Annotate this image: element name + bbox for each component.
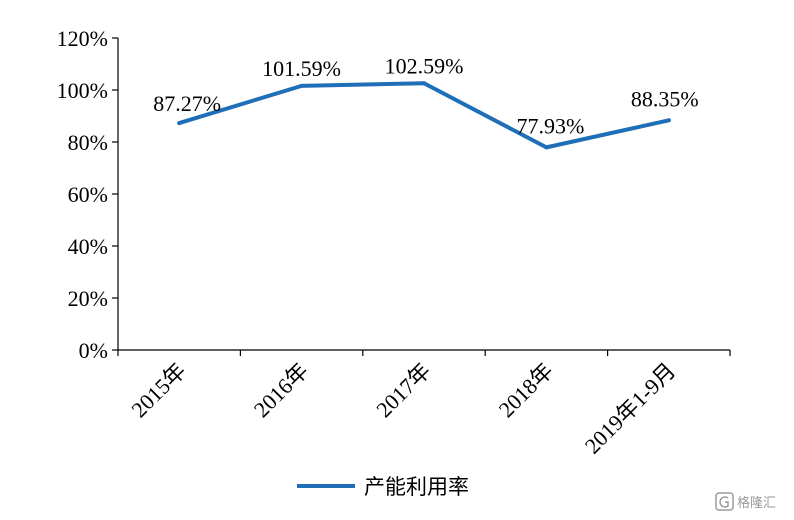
x-tick-label: 2018年 <box>494 358 558 422</box>
data-point <box>666 118 671 123</box>
data-point <box>544 145 549 150</box>
x-tick-label: 2015年 <box>126 358 190 422</box>
y-tick-label: 40% <box>68 234 108 259</box>
legend-label: 产能利用率 <box>364 475 469 499</box>
data-point <box>422 81 426 86</box>
x-axis: 2015年 2016年 2017年 2018年 2019年1-9月 <box>117 349 731 459</box>
g-logo-icon <box>715 492 734 511</box>
series-line <box>177 81 671 150</box>
data-point <box>299 83 304 88</box>
x-tick-label: 2017年 <box>371 358 435 422</box>
y-tick-label: 60% <box>68 182 108 207</box>
data-label: 87.27% <box>153 91 221 116</box>
x-tick-label: 2016年 <box>249 358 313 422</box>
data-label: 77.93% <box>516 113 584 138</box>
data-point <box>177 121 182 126</box>
y-axis: 0% 20% 40% 60% 80% 100% 120% <box>57 26 119 363</box>
series-layer: 87.27% 101.59% 102.59% 77.93% 88.35% <box>153 53 699 150</box>
y-tick-label: 0% <box>79 338 108 363</box>
data-label: 88.35% <box>631 86 699 111</box>
x-tick-label: 2019年1-9月 <box>580 358 681 459</box>
watermark: 格隆汇 <box>715 492 776 511</box>
data-label: 102.59% <box>385 53 464 78</box>
legend: 产能利用率 <box>297 475 469 499</box>
watermark-text: 格隆汇 <box>737 495 776 511</box>
y-tick-label: 80% <box>68 130 108 155</box>
y-tick-label: 20% <box>68 286 108 311</box>
data-label: 101.59% <box>262 56 341 81</box>
y-tick-label: 120% <box>57 26 108 51</box>
y-tick-label: 100% <box>57 78 108 103</box>
